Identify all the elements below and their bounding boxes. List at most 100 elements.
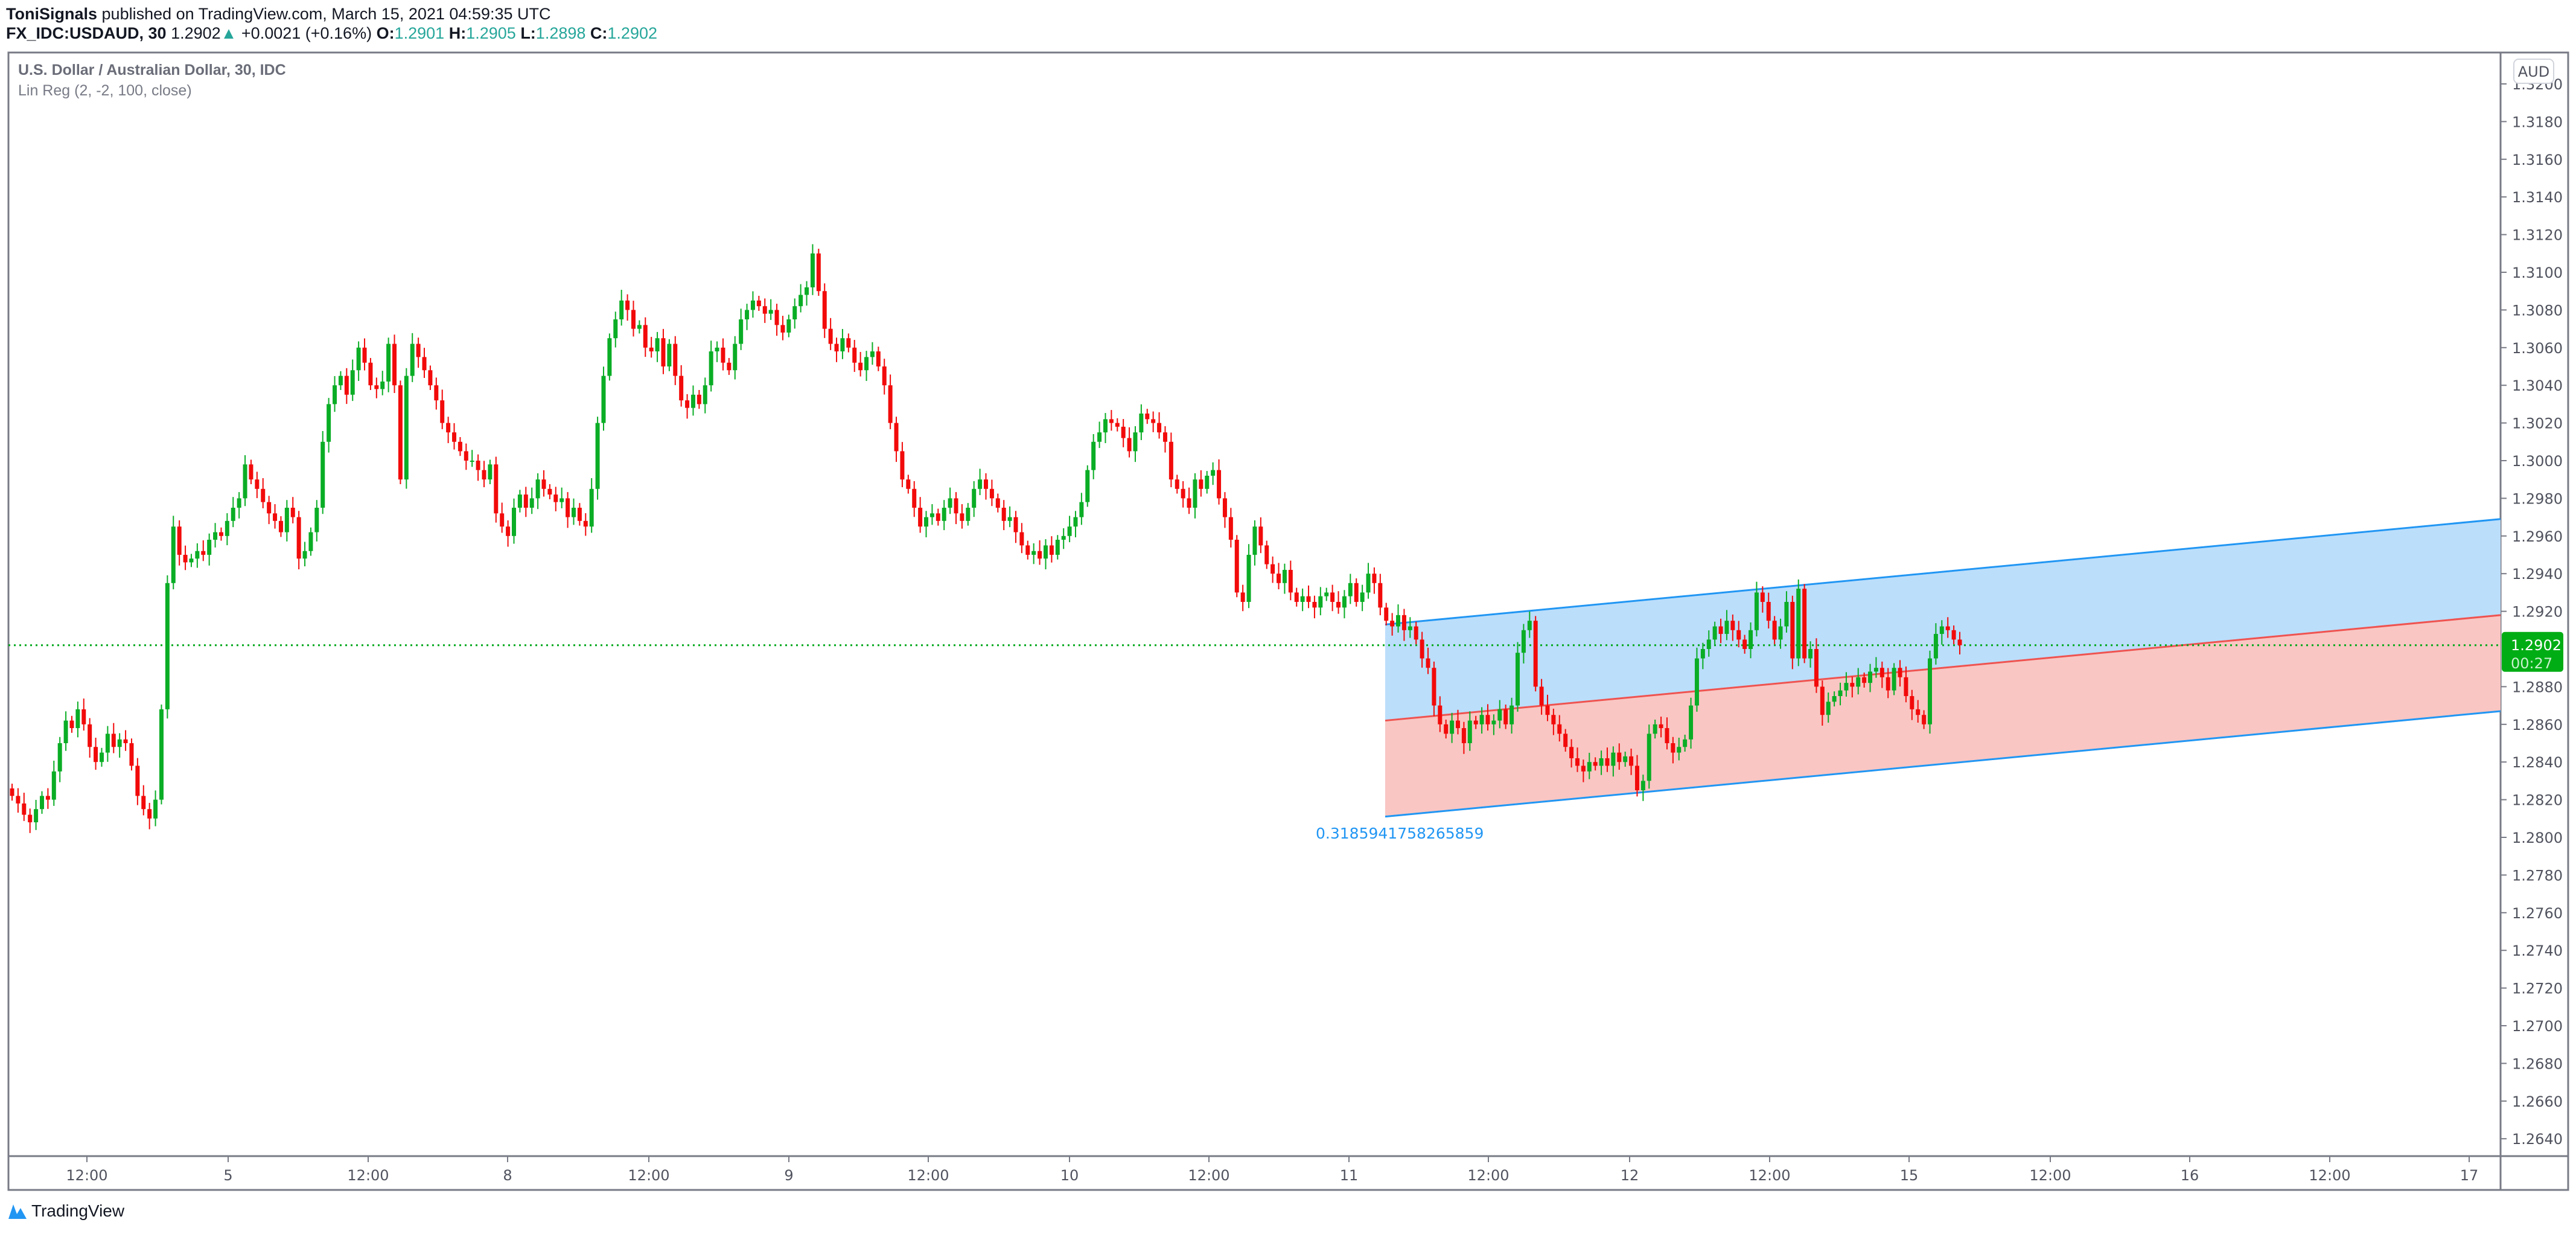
candle-body [1527,621,1532,630]
candle [88,718,92,758]
candle-body [900,451,905,480]
publish-text: published on TradingView.com, March 15, … [101,5,551,23]
candle [392,334,397,393]
time-tick-label: 12 [1621,1167,1639,1184]
last-price-value: 1.2902 [2511,637,2562,654]
candle-body [1318,596,1323,608]
candle [685,394,690,419]
candle [1067,516,1072,543]
candle-body [225,520,229,536]
candle [1336,591,1341,614]
candle [1473,715,1478,729]
candle [739,308,744,350]
price-axis[interactable]: 1.32001.31801.31601.31401.31201.31001.30… [2501,76,2563,1148]
candle [768,299,773,320]
candle [577,503,582,526]
candle [912,481,917,517]
candle-body [1031,551,1036,555]
candle [117,733,122,758]
candle [571,498,576,525]
price-tick-label: 1.3080 [2512,302,2563,319]
price-tick-label: 1.2640 [2512,1131,2563,1148]
candle [1294,587,1299,607]
candle [1796,579,1801,667]
candle-body [1694,658,1699,706]
candle-body [1808,649,1813,659]
candle [218,527,223,541]
candle-body [995,498,1000,508]
candle-body [1324,592,1329,596]
close-label: C: [590,24,608,42]
time-tick-label: 12:00 [907,1167,949,1184]
tradingview-brand: TradingView [31,1201,125,1220]
candle [1605,747,1610,772]
candle-body [1277,574,1281,583]
candle-body [1426,658,1430,668]
candle [1784,591,1789,633]
candle-body [1222,498,1227,517]
candle [1730,614,1735,641]
candle-body [601,376,606,423]
candle-body [1790,602,1795,659]
candle [649,337,654,358]
time-tick-label: 12:00 [2029,1167,2071,1184]
candle-body [1252,526,1257,555]
candle [929,504,934,525]
candle [1760,586,1765,613]
tradingview-logo[interactable]: TradingView [7,1201,124,1221]
candle-body [201,551,206,555]
symbol-label: FX_IDC:USDAUD, 30 [6,24,167,42]
candle [422,348,427,379]
candle-body [1706,639,1711,649]
time-tick-label: 15 [1900,1167,1919,1184]
candle-body [434,385,439,401]
candle-body [1886,677,1890,691]
candle-body [541,479,546,489]
candle [595,417,600,500]
candle [1904,667,1908,703]
candle-body [918,508,923,527]
candle-body [1193,479,1197,508]
candle [344,368,349,404]
candle [1862,673,1867,688]
candle [1706,630,1711,657]
candle-body [350,370,355,395]
currency-button[interactable]: AUD [2513,59,2554,84]
candle [906,475,911,494]
candle-body [649,347,654,352]
candle [1461,721,1466,754]
candle-body [1749,630,1753,649]
time-axis[interactable]: 12:00 5 12:00 8 12:00 9 12:00 10 12:00 11 12:00 12 1… [66,1156,2478,1184]
candle [296,511,301,570]
candle [864,351,869,382]
time-tick-label: 12:00 [1467,1167,1509,1184]
candle [255,472,260,499]
candle-body [1742,639,1747,649]
candle-body [267,502,272,514]
candle [1951,625,1956,645]
candle [99,747,104,767]
channel-lower-fill [1385,615,2501,817]
candle-body [1408,626,1412,630]
candle-body [1396,615,1401,627]
candle-body [135,766,140,796]
candle-body [1473,720,1478,724]
candle [942,500,946,531]
indicator-legend[interactable]: Lin Reg (2, -2, 100, close) [18,82,192,99]
candle [1928,650,1933,734]
candle [589,478,594,533]
candle [511,498,516,544]
price-tick-label: 1.2920 [2512,604,2563,621]
pearson-r-label: 0.3185941758265859 [1316,825,1484,842]
candle-body [1282,569,1287,583]
candle [703,377,707,414]
candle-body [1401,615,1406,630]
candle [1736,621,1741,648]
price-tick-label: 1.2960 [2512,528,2563,545]
author-name[interactable]: ToniSignals [6,5,98,23]
candle-body [1354,583,1359,602]
candle-body [1467,720,1472,743]
candle [1013,511,1018,543]
candle-body [547,488,552,495]
